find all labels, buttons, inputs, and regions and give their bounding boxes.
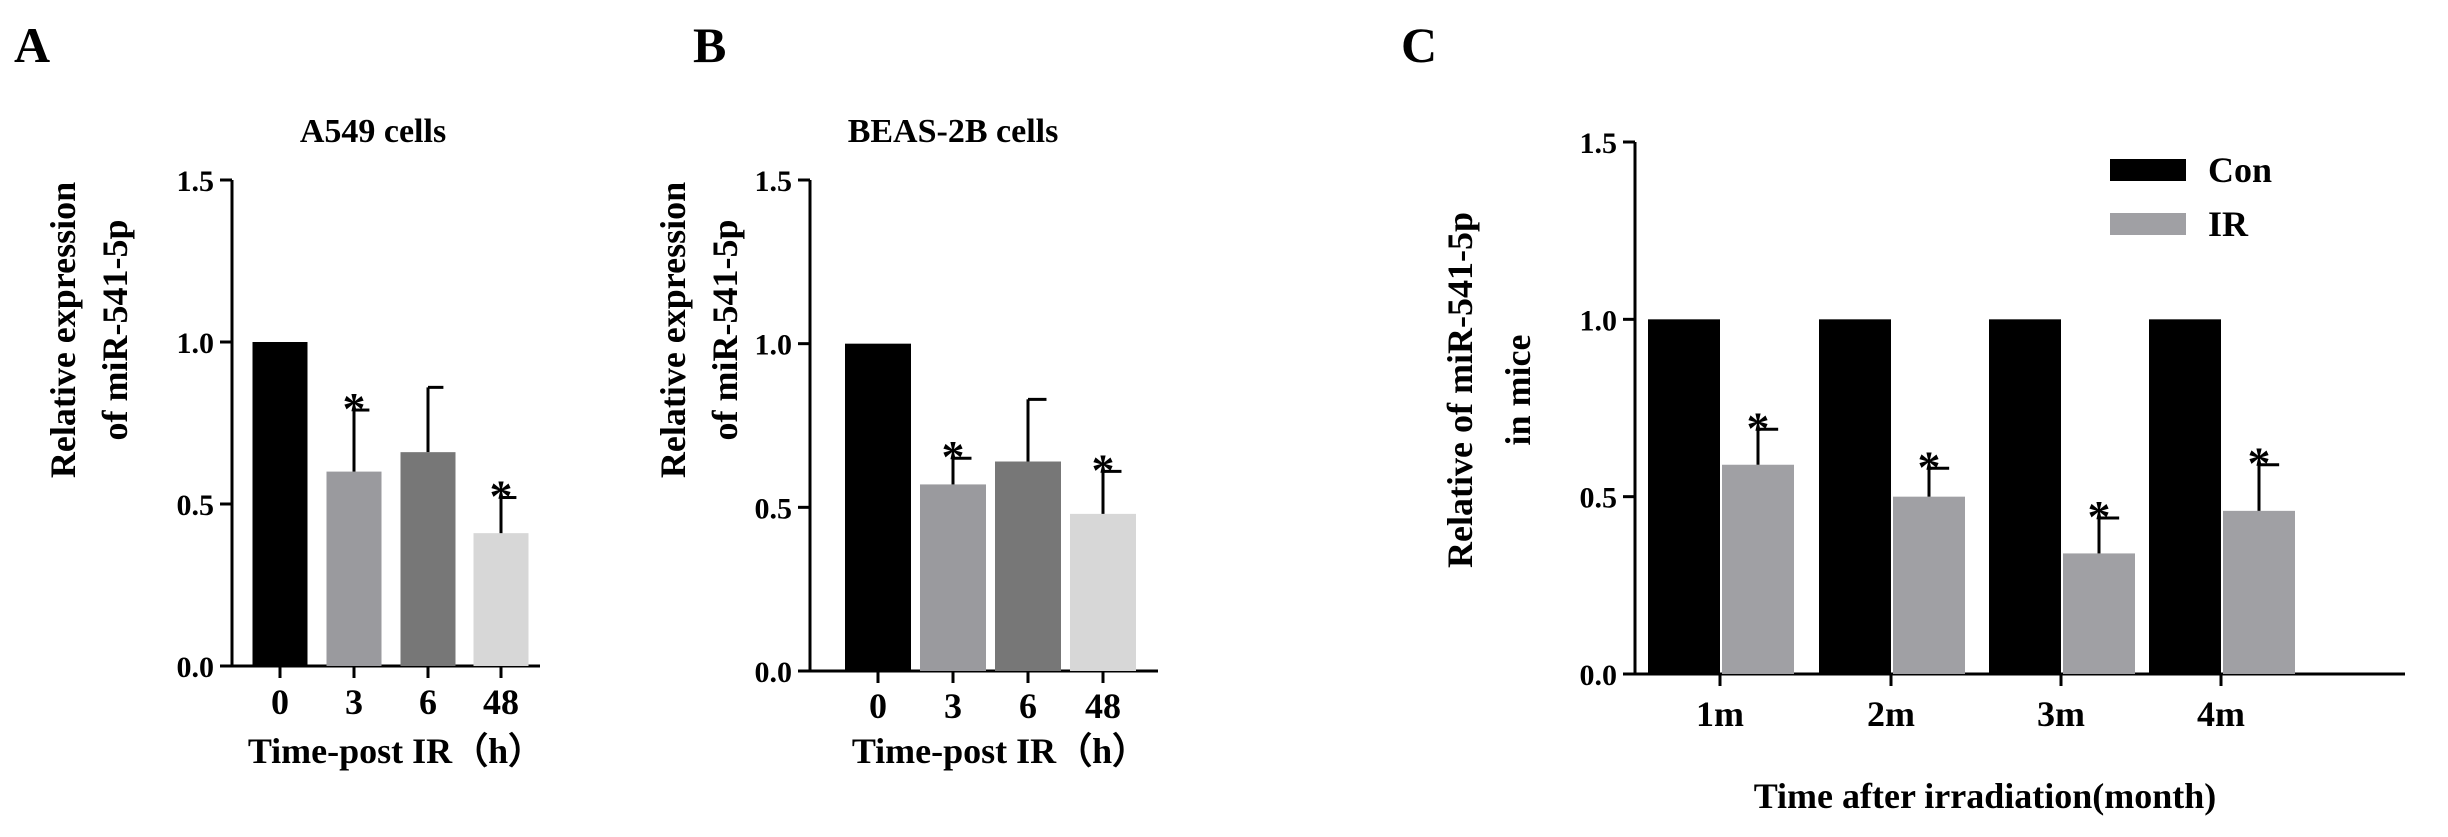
significance-marker: * [343, 383, 366, 434]
significance-marker: * [1747, 402, 1770, 453]
bar [252, 342, 308, 666]
legend-swatch [2110, 213, 2186, 235]
y-axis-label-line: in mice [1498, 335, 1538, 446]
y-tick-label: 0.0 [177, 651, 215, 684]
y-axis-label: Relative expression of miR-541-5p [653, 182, 745, 478]
panel-b: B BEAS-2B cells 0.0 0.5 1.0 1.5 Relative expre… [653, 17, 1158, 771]
legend-label: IR [2208, 204, 2249, 244]
x-tick-label: 3 [944, 686, 962, 726]
bar-con [1989, 319, 2061, 674]
x-tick-label: 48 [483, 682, 519, 722]
bar [400, 452, 456, 666]
x-tick-label: 48 [1085, 686, 1121, 726]
bar-ir [1893, 496, 1965, 674]
panel-letter: C [1401, 17, 1437, 73]
significance-marker: * [1092, 444, 1115, 495]
x-axis-label: Time-post IR（h） [248, 731, 544, 771]
y-axis-label-line: Relative expression [653, 182, 693, 478]
legend-label: Con [2208, 150, 2272, 190]
chart-title: BEAS-2B cells [848, 113, 1059, 150]
bar [473, 533, 529, 666]
bar-con [1819, 319, 1891, 674]
y-axis-label: Relative of miR-541-5p in mice [1440, 212, 1538, 568]
x-tick-label: 6 [1019, 686, 1037, 726]
y-tick-label: 0.5 [177, 489, 215, 522]
significance-marker: * [2088, 491, 2111, 542]
chart-title: A549 cells [300, 113, 446, 150]
x-axis-label: Time after irradiation(month) [1754, 776, 2217, 816]
panel-letter: B [693, 17, 726, 73]
bar [845, 343, 911, 671]
bar-con [1648, 319, 1720, 674]
y-tick-label: 1.0 [177, 327, 215, 360]
y-tick-label: 0.0 [755, 656, 793, 689]
y-tick-label: 0.5 [1580, 482, 1618, 515]
y-tick-label: 1.5 [755, 165, 793, 198]
bar [1070, 513, 1136, 671]
y-axis-label-line: Relative expression [43, 182, 83, 478]
y-tick-label: 1.0 [1580, 304, 1618, 337]
y-axis-label-line: of miR-541-5p [705, 220, 745, 441]
significance-marker: * [490, 471, 513, 522]
significance-marker: * [2248, 438, 2271, 489]
y-tick-label: 1.5 [177, 165, 215, 198]
y-tick-label: 1.0 [755, 329, 793, 362]
x-tick-label: 1m [1696, 694, 1744, 734]
panel-letter: A [14, 17, 50, 73]
x-tick-label: 2m [1867, 694, 1915, 734]
x-tick-label: 6 [419, 682, 437, 722]
panel-a: A A549 cells 0.0 0.5 1.0 1.5 Relative expressi… [14, 17, 544, 771]
y-axis-label: Relative expression of miR-541-5p [43, 182, 135, 478]
y-axis-label-line: Relative of miR-541-5p [1440, 212, 1480, 568]
x-tick-label: 3 [345, 682, 363, 722]
significance-marker: * [942, 431, 965, 482]
y-tick-label: 0.5 [755, 492, 793, 525]
y-tick-label: 1.5 [1580, 127, 1618, 160]
bar-ir [2063, 553, 2135, 674]
y-tick-label: 0.0 [1580, 659, 1618, 692]
bar-ir [2223, 510, 2295, 674]
x-tick-label: 0 [271, 682, 289, 722]
legend-swatch [2110, 159, 2186, 181]
bar [326, 471, 382, 666]
bar [995, 461, 1061, 671]
bar-con [2149, 319, 2221, 674]
bar-ir [1722, 464, 1794, 674]
panel-c: C 0.0 0.5 1.0 1.5 Relative of miR-541-5p in mi… [1401, 17, 2405, 816]
y-axis-label-line: of miR-541-5p [95, 220, 135, 441]
x-tick-label: 4m [2197, 694, 2245, 734]
x-tick-label: 0 [869, 686, 887, 726]
x-tick-label: 3m [2037, 694, 2085, 734]
significance-marker: * [1918, 441, 1941, 492]
bar [920, 484, 986, 671]
x-axis-label: Time-post IR（h） [852, 731, 1148, 771]
